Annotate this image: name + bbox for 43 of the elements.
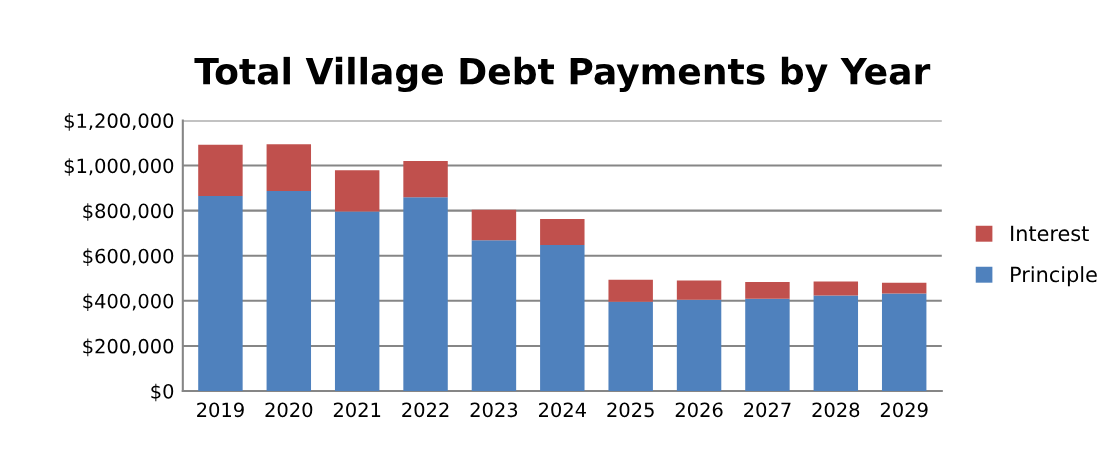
bar [198, 144, 243, 196]
x-tick-label: 2022 [402, 402, 449, 418]
bar [471, 209, 517, 241]
bar [676, 280, 722, 300]
legend-label: Principle [1011, 266, 1097, 287]
x-tick-label: 2025 [607, 402, 654, 418]
x-tick-label: 2027 [744, 402, 791, 418]
bar [676, 299, 722, 392]
x-tick-label: 2020 [265, 402, 313, 418]
bar [745, 282, 790, 299]
x-tick-label: 2021 [333, 402, 381, 418]
y-tick-label: $1,000,000 [64, 158, 174, 176]
bar [334, 170, 380, 212]
bar [881, 282, 927, 294]
bar [266, 144, 312, 191]
y-tick-label: $600,000 [83, 248, 174, 266]
y-tick-label: $800,000 [83, 203, 174, 221]
x-tick-label: 2024 [538, 402, 586, 418]
bar [608, 279, 653, 302]
bar [198, 195, 243, 392]
bar [813, 295, 859, 392]
bar [608, 301, 653, 392]
x-tick-label: 2023 [470, 402, 518, 418]
chart-title: Total Village Debt Payments by Year [194, 56, 931, 93]
bar [403, 161, 448, 198]
x-tick-label: 2029 [880, 402, 928, 418]
bar [266, 191, 312, 392]
y-tick-label: $0 [151, 383, 174, 402]
bar [813, 281, 859, 296]
bar [471, 240, 517, 392]
bar [540, 244, 585, 392]
bar [881, 293, 927, 392]
x-tick-label: 2026 [675, 402, 723, 418]
y-tick-label: $200,000 [83, 338, 174, 357]
x-tick-label: 2019 [197, 402, 244, 418]
bar [540, 218, 585, 245]
legend-label: Interest [1011, 225, 1089, 242]
bar [403, 197, 448, 392]
bar [745, 298, 790, 392]
x-tick-label: 2028 [812, 402, 860, 418]
y-tick-label: $400,000 [83, 293, 174, 312]
bar [334, 211, 380, 392]
y-tick-label: $1,200,000 [64, 113, 174, 131]
